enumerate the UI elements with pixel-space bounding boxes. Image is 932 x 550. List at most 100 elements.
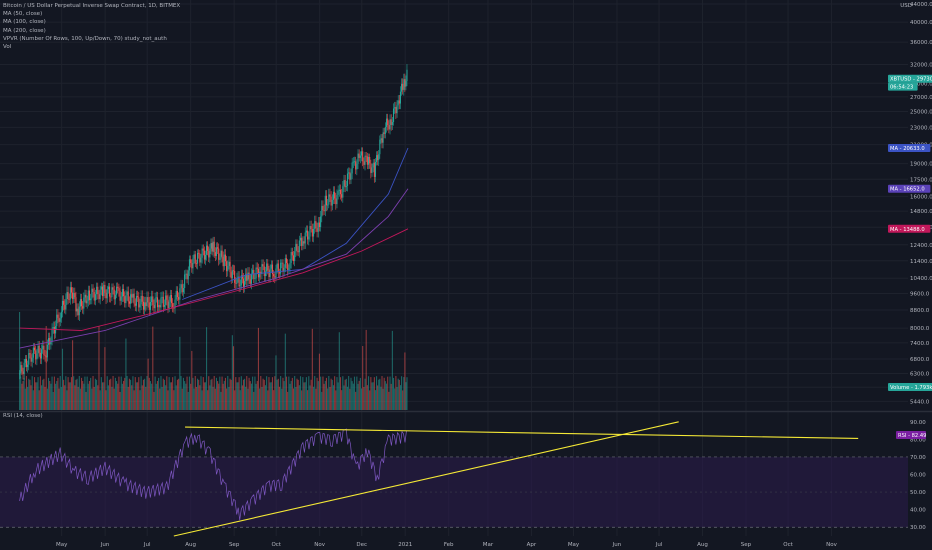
volume-bar <box>66 390 68 410</box>
candle-body <box>170 295 173 304</box>
candle-body <box>379 139 381 155</box>
volume-bar <box>121 383 123 410</box>
volume-bar <box>180 376 182 410</box>
candle-body <box>61 300 64 312</box>
candle-body <box>396 105 398 114</box>
candle-body <box>274 276 276 278</box>
candle-body <box>169 295 171 302</box>
volume-bar <box>315 388 317 410</box>
volume-bar <box>366 385 368 410</box>
candle-body <box>329 194 331 197</box>
volume-bar <box>36 382 38 410</box>
candle-body <box>105 292 107 299</box>
volume-bar <box>75 379 77 410</box>
candle-body <box>72 292 74 299</box>
volume-bar <box>369 390 371 410</box>
volume-bar <box>248 377 250 410</box>
volume-bar <box>94 378 96 410</box>
candle-body <box>141 295 143 302</box>
volume-bar <box>245 386 247 410</box>
volume-bar <box>58 388 60 410</box>
candle-body <box>211 243 213 252</box>
volume-bar <box>290 380 292 410</box>
candle-body <box>342 186 344 198</box>
volume-bar <box>282 377 284 410</box>
candle-body <box>98 294 100 300</box>
candle-body <box>234 270 236 283</box>
volume-bar <box>246 376 248 410</box>
candle-body <box>387 118 389 126</box>
candle-body <box>126 291 128 296</box>
volume-bar <box>226 388 228 410</box>
volume-bar <box>275 355 277 410</box>
volume-bar <box>334 376 336 410</box>
candle-body <box>59 318 61 322</box>
price-axis-tick: 19000.0 <box>910 162 932 168</box>
candle-body <box>109 286 111 297</box>
candle-body <box>180 284 182 289</box>
candle-body <box>76 308 78 312</box>
price-tag-box <box>888 82 918 91</box>
volume-bar <box>281 388 283 410</box>
price-axis-tick: 14800.0 <box>910 209 932 215</box>
volume-bar <box>193 388 195 410</box>
candle-body <box>240 275 242 286</box>
candle-body <box>112 287 114 290</box>
candle-body <box>83 297 85 309</box>
candle-body <box>271 264 274 275</box>
volume-bar <box>146 376 148 410</box>
volume-bar <box>363 387 365 410</box>
price-axis-tick: 16000.0 <box>910 194 932 200</box>
volume-bar <box>30 385 32 410</box>
candle-body <box>137 296 139 298</box>
price-axis-tick: 44000.0 <box>910 2 932 8</box>
volume-bar <box>373 377 375 410</box>
candle-body <box>213 241 215 253</box>
volume-bar <box>196 378 199 410</box>
candle-body <box>308 236 310 240</box>
volume-bar <box>168 377 170 410</box>
candle-body <box>349 172 351 180</box>
candle-body <box>176 290 178 298</box>
volume-bar <box>311 328 313 410</box>
volume-bar <box>297 379 299 410</box>
volume-bar <box>188 376 191 410</box>
volume-bar <box>141 385 143 410</box>
candle-body <box>68 299 70 300</box>
volume-bar <box>360 388 363 410</box>
volume-bar <box>178 378 180 410</box>
volume-bar <box>323 383 325 410</box>
volume-bar <box>250 383 252 410</box>
volume-bar <box>349 388 351 410</box>
volume-bar <box>242 379 245 410</box>
volume-bar <box>239 390 241 410</box>
candle-body <box>394 107 396 109</box>
candle-body <box>385 118 388 127</box>
candle-body <box>204 254 207 260</box>
price-tag-text: MA - 16652.0 <box>890 187 925 193</box>
candle-body <box>119 290 121 301</box>
candle-body <box>21 365 23 372</box>
volume-bar <box>274 376 276 410</box>
volume-bar <box>96 379 98 410</box>
volume-bar <box>190 383 192 410</box>
candle-body <box>104 284 106 293</box>
candle-body <box>144 302 146 310</box>
time-axis-tick: Aug <box>185 542 196 548</box>
candle-body <box>134 303 136 306</box>
candle-body <box>168 301 170 309</box>
ma100-line <box>19 188 409 349</box>
volume-bars <box>19 312 408 410</box>
volume-bar <box>27 386 29 410</box>
candle-body <box>230 272 232 279</box>
candle-body <box>188 259 191 271</box>
volume-bar <box>76 378 78 410</box>
volume-bar <box>289 383 291 410</box>
candle-body <box>22 371 24 375</box>
volume-bar <box>403 377 405 410</box>
volume-bar <box>72 340 74 410</box>
volume-bar <box>70 377 73 410</box>
candle-body <box>124 296 126 304</box>
volume-bar <box>376 376 378 410</box>
